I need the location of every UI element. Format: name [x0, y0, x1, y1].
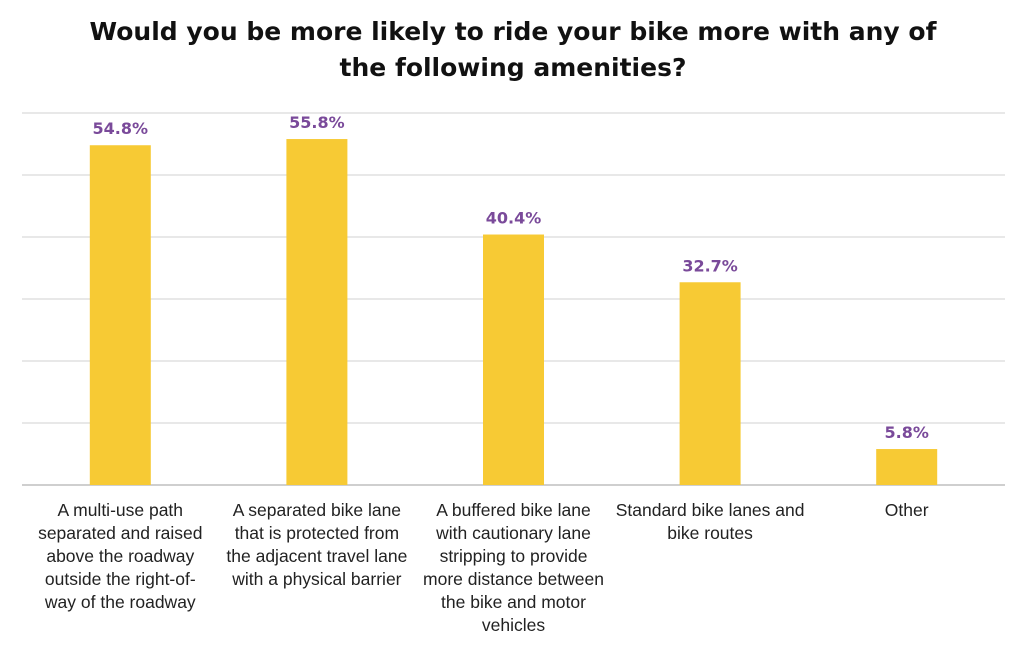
category-label-4: Standard bike lanes and bike routes: [610, 499, 810, 545]
category-label-line: with a physical barrier: [232, 569, 402, 589]
category-label-5: Other: [807, 499, 1007, 522]
data-label-5: 5.8%: [885, 423, 929, 442]
category-label-line: more distance between: [423, 569, 604, 589]
chart-title-line-1: Would you be more likely to ride your bi…: [89, 17, 937, 46]
category-label-2: A separated bike lane that is protected f…: [217, 499, 417, 591]
category-label-line: A separated bike lane: [232, 500, 402, 520]
category-label-line: the adjacent travel lane: [226, 546, 408, 566]
category-label-line: A buffered bike lane: [436, 500, 591, 520]
category-label-line: Other: [884, 500, 929, 520]
category-label-line: bike routes: [667, 523, 753, 543]
bar-2: [286, 139, 348, 486]
category-label-line: above the roadway: [46, 546, 195, 566]
category-label-line: Standard bike lanes and: [615, 500, 805, 520]
category-label-line: A multi-use path: [57, 500, 184, 520]
bar-4: [679, 282, 741, 485]
category-label-line: the bike and motor: [441, 592, 586, 612]
bar-5: [876, 449, 938, 485]
bar-1: [89, 145, 151, 486]
data-label-2: 55.8%: [289, 113, 345, 132]
data-label-3: 40.4%: [486, 209, 542, 228]
category-label-line: stripping to provide: [439, 546, 588, 566]
chart-title: Would you be more likely to ride your bi…: [0, 14, 1026, 86]
category-label-line: vehicles: [481, 615, 546, 635]
chart-title-line-2: the following amenities?: [339, 53, 687, 82]
bar-3: [483, 234, 544, 485]
category-label-3: A buffered bike lane with cautionary lane…: [414, 499, 614, 637]
category-label-line: with cautionary lane: [436, 523, 591, 543]
category-label-line: that is protected from: [234, 523, 400, 543]
category-label-1: A multi-use path separated and raised abov…: [20, 499, 220, 614]
category-label-line: way of the roadway: [44, 592, 196, 612]
category-label-line: outside the right-of-: [44, 569, 196, 589]
category-label-line: separated and raised: [38, 523, 203, 543]
data-label-1: 54.8%: [93, 119, 149, 138]
data-label-4: 32.7%: [682, 256, 738, 275]
